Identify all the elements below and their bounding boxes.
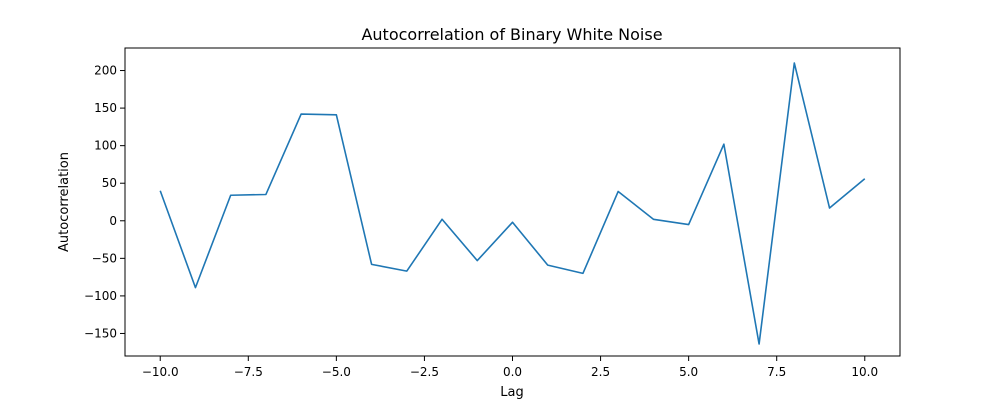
axes-frame [124,47,901,357]
chart-title: Autocorrelation of Binary White Noise [361,25,662,44]
x-tick-label: 5.0 [679,365,698,379]
x-axis: −10.0 −7.5 −5.0 −2.5 0.0 2.5 5.0 7.5 10.0 [142,356,878,379]
x-tick-label: −10.0 [142,365,179,379]
x-tick-label: 7.5 [767,365,786,379]
y-axis: −150 −100 −50 0 50 100 150 200 [84,64,125,340]
x-tick-label: −7.5 [234,365,263,379]
x-tick-label: −5.0 [322,365,351,379]
y-axis-label: Autocorrelation [57,152,72,252]
plot-area [159,62,866,345]
x-tick-label: 10.0 [851,365,878,379]
y-tick-label: −50 [92,251,117,265]
y-tick-label: 50 [102,176,117,190]
y-tick-label: 0 [109,214,117,228]
x-axis-label: Lag [500,385,523,400]
y-tick-label: −150 [84,326,117,340]
y-tick-label: 100 [94,139,117,153]
y-tick-label: 200 [94,64,117,78]
series-line-0 [159,62,866,345]
x-tick-label: 0.0 [503,365,522,379]
y-tick-label: 150 [94,101,117,115]
y-tick-label: −100 [84,289,117,303]
x-tick-label: 2.5 [591,365,610,379]
x-tick-label: −2.5 [410,365,439,379]
